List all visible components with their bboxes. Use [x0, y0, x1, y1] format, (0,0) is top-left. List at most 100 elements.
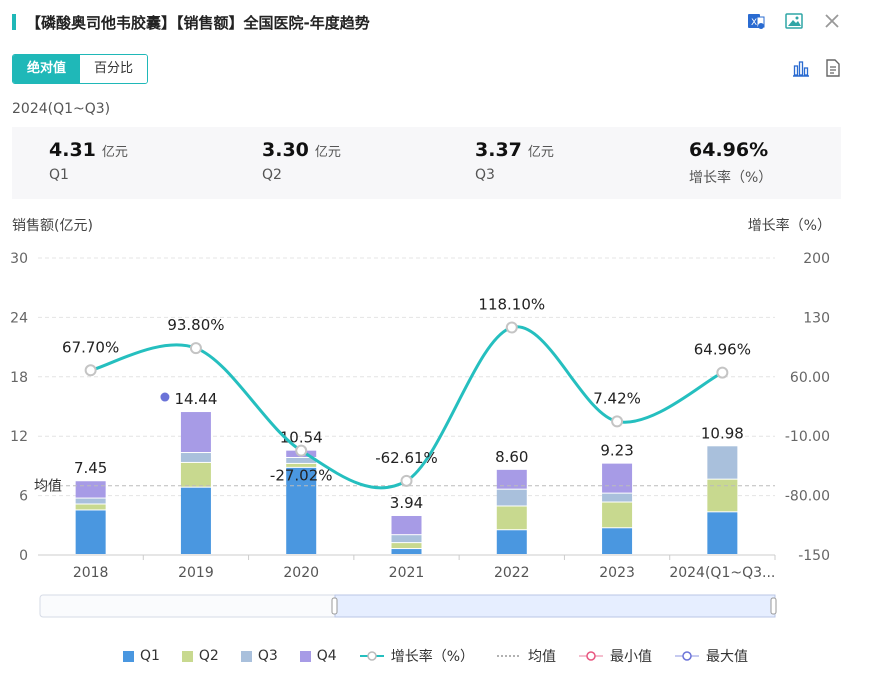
bar-q4	[75, 481, 106, 498]
bar-q1	[286, 467, 317, 554]
legend-label: 增长率（%）	[390, 649, 475, 665]
legend-min-icon	[579, 651, 604, 661]
growth-label: 7.42%	[593, 389, 641, 407]
bar-q2	[75, 504, 106, 510]
x-tick-label: 2022	[494, 565, 530, 581]
legend-q1[interactable]: Q1	[122, 646, 160, 666]
summary-value: 3.37	[475, 139, 522, 161]
x-tick-label: 2024(Q1~Q3...	[669, 565, 775, 581]
legend-growth[interactable]: 增长率（%）	[359, 646, 474, 666]
bar-q3	[286, 457, 317, 463]
period-label: 2024(Q1~Q3)	[12, 101, 111, 117]
excel-export-icon[interactable]: X	[745, 10, 767, 32]
summary-panel: 4.31 亿元 Q1 3.30 亿元 Q2 3.37 亿元 Q3 64.96% 增长率…	[12, 127, 841, 199]
y2-tick-label: 130	[803, 310, 830, 326]
zoom-handle-right	[770, 597, 777, 615]
y-tick-label: 12	[10, 429, 28, 445]
legend-q4[interactable]: Q4	[299, 646, 337, 666]
y2-tick-label: -80.00	[785, 489, 830, 505]
x-tick-label: 2019	[178, 565, 214, 581]
absolute-value-tab[interactable]: 绝对值	[13, 55, 81, 83]
legend-swatch	[122, 650, 134, 662]
value-mode-toggle: 绝对值 百分比	[12, 54, 149, 84]
y2-tick-label: 200	[803, 251, 830, 267]
legend-swatch	[240, 650, 252, 662]
summary-unit: 亿元	[527, 145, 554, 160]
legend-q3[interactable]: Q3	[240, 646, 278, 666]
bar-q1	[496, 530, 527, 554]
x-tick-label: 2023	[599, 565, 635, 581]
legend-average[interactable]: 均值	[496, 646, 556, 666]
legend-dash-icon	[497, 655, 522, 657]
y-axis-title: 销售额(亿元)	[12, 218, 93, 234]
header-actions: X	[745, 10, 843, 32]
chart-legend: Q1 Q2 Q3 Q4 增长率（%） 均值 最小值 最大值	[0, 646, 871, 666]
summary-unit: 亿元	[314, 145, 341, 160]
legend-q2[interactable]: Q2	[181, 646, 219, 666]
x-tick-label: 2018	[73, 565, 109, 581]
growth-label: 118.10%	[478, 295, 545, 313]
x-tick-label: 2021	[389, 565, 425, 581]
growth-point	[400, 474, 413, 487]
y-tick-label: 30	[10, 251, 28, 267]
legend-label: Q4	[316, 648, 337, 664]
summary-q3: 3.37 亿元 Q3	[475, 139, 554, 183]
bar-total-label: 10.98	[701, 424, 744, 442]
growth-point	[611, 415, 624, 428]
zoom-handle-left	[331, 597, 338, 615]
legend-label: 均值	[528, 649, 557, 665]
max-marker	[160, 392, 170, 402]
bar-q2	[707, 479, 738, 512]
bar-q4	[602, 463, 633, 493]
chart-header: 【磷酸奥司他韦胶囊】【销售额】全国医院-年度趋势	[12, 10, 370, 34]
legend-line-icon	[359, 651, 384, 661]
bar-total-label: 9.23	[600, 442, 633, 460]
bar-q2	[602, 502, 633, 528]
bar-chart-icon[interactable]	[791, 58, 811, 82]
y-tick-label: 6	[19, 489, 28, 505]
growth-label: -62.61%	[375, 449, 438, 467]
summary-label: Q2	[262, 167, 282, 183]
document-icon[interactable]	[823, 58, 843, 82]
bar-q3	[180, 453, 211, 462]
bar-q3	[391, 535, 422, 543]
bar-q4	[180, 412, 211, 453]
bar-q3	[496, 489, 527, 506]
legend-swatch	[181, 650, 193, 662]
view-switch	[791, 58, 843, 82]
y-tick-label: 18	[10, 370, 28, 386]
bar-q1	[75, 510, 106, 554]
growth-point	[505, 321, 518, 334]
legend-label: 最小值	[610, 649, 653, 665]
growth-point	[84, 364, 97, 377]
y2-tick-label: 60.00	[790, 370, 830, 386]
bar-q2	[286, 463, 317, 467]
percent-tab[interactable]: 百分比	[80, 55, 148, 83]
bar-q3	[707, 446, 738, 479]
bar-q1	[180, 487, 211, 554]
bar-q4	[391, 515, 422, 535]
bar-total-label: 7.45	[74, 459, 107, 477]
bar-total-label: 14.44	[174, 390, 217, 408]
growth-label: -27.02%	[270, 467, 333, 485]
summary-unit: 亿元	[101, 145, 128, 160]
growth-label: 67.70%	[62, 338, 119, 356]
close-icon[interactable]	[821, 10, 843, 32]
page-title: 【磷酸奥司他韦胶囊】【销售额】全国医院-年度趋势	[26, 13, 370, 32]
growth-point	[295, 444, 308, 457]
legend-max[interactable]: 最大值	[674, 646, 748, 666]
y2-tick-label: -10.00	[785, 429, 830, 445]
legend-label: Q1	[139, 648, 160, 664]
summary-q1: 4.31 亿元 Q1	[49, 139, 128, 183]
x-tick-label: 2020	[283, 565, 319, 581]
image-export-icon[interactable]	[783, 10, 805, 32]
summary-value: 4.31	[49, 139, 96, 161]
bar-q3	[602, 493, 633, 502]
y-tick-label: 24	[10, 310, 28, 326]
bar-q2	[391, 543, 422, 549]
bar-q1	[707, 512, 738, 554]
summary-label: Q3	[475, 167, 495, 183]
sales-trend-chart: 0 -150 6 -80.00 12 -10.00 18 60.00 24 130 30 200 201…	[10, 251, 830, 618]
legend-min[interactable]: 最小值	[578, 646, 652, 666]
summary-label: 增长率（%）	[689, 170, 773, 186]
